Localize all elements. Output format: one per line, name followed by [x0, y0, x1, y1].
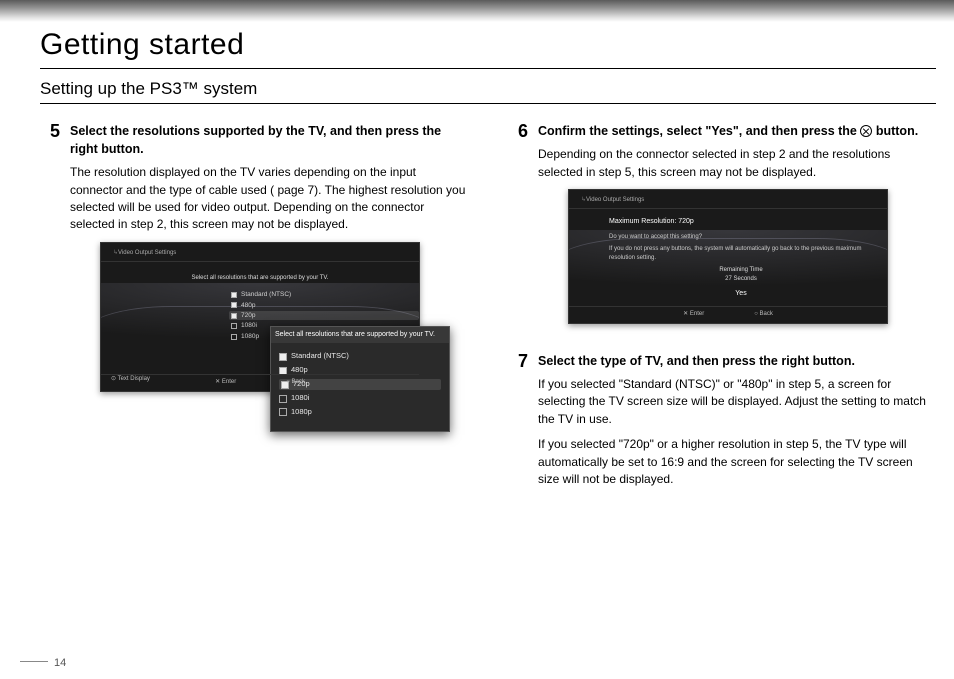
subsection-title: Setting up the PS3™ system — [40, 79, 936, 99]
footer-text-display: ⊙ Text Display — [111, 375, 150, 384]
resolution-option: 720p — [229, 311, 419, 320]
header-gradient — [0, 0, 954, 22]
step-body-1: If you selected "Standard (NTSC)" or "48… — [538, 376, 936, 428]
step-number: 6 — [508, 122, 528, 338]
warning-text: If you do not press any buttons, the sys… — [609, 245, 873, 262]
step-body-2: If you selected "720p" or a higher resol… — [538, 436, 936, 488]
footer-enter: ✕ Enter — [683, 310, 704, 319]
remaining-time: Remaining Time 27 Seconds — [609, 266, 873, 283]
step-heading: Confirm the settings, select "Yes", and … — [538, 122, 936, 140]
resolution-option: 1080p — [279, 407, 441, 418]
step-number: 7 — [508, 352, 528, 496]
footer-enter: ✕ Enter — [215, 378, 236, 387]
step-body: The resolution displayed on the TV varie… — [70, 164, 468, 234]
resolution-option: Standard (NTSC) — [279, 351, 441, 362]
question-text: Do you want to accept this setting? — [609, 233, 873, 241]
step-heading: Select the resolutions supported by the … — [70, 122, 468, 158]
section-title: Getting started — [40, 28, 936, 62]
resolution-option: 480p — [231, 301, 419, 310]
footer-back: ○ Back — [754, 310, 773, 319]
breadcrumb: Video Output Settings — [569, 190, 887, 209]
resolution-option: 1080i — [231, 321, 419, 330]
breadcrumb: Video Output Settings — [101, 243, 419, 262]
step-body: Depending on the connector selected in s… — [538, 146, 936, 181]
rule-thin-arrow — [40, 103, 936, 104]
x-button-icon — [860, 125, 872, 137]
rule-thick — [40, 68, 936, 69]
step-heading: Select the type of TV, and then press th… — [538, 352, 936, 370]
screenshot-step6: Video Output Settings Maximum Resolution… — [568, 189, 888, 324]
right-column: 6 Confirm the settings, select "Yes", an… — [508, 122, 936, 510]
footer-back: ○ Back — [286, 378, 305, 387]
resolution-option: 1080p — [231, 332, 419, 341]
step-number: 5 — [40, 122, 60, 432]
screenshot-step5-wrap: Video Output Settings Select all resolut… — [100, 242, 450, 432]
step-6: 6 Confirm the settings, select "Yes", an… — [508, 122, 936, 338]
resolution-option: Standard (NTSC) — [231, 290, 419, 299]
resolution-option: 1080i — [279, 393, 441, 404]
two-column-layout: 5 Select the resolutions supported by th… — [40, 122, 936, 510]
page-number: 14 — [20, 657, 66, 669]
yes-option: Yes — [609, 289, 873, 299]
max-resolution: Maximum Resolution: 720p — [609, 217, 873, 227]
left-column: 5 Select the resolutions supported by th… — [40, 122, 468, 510]
prompt-text: Select all resolutions that are supporte… — [101, 274, 419, 283]
step-5: 5 Select the resolutions supported by th… — [40, 122, 468, 432]
step-7: 7 Select the type of TV, and then press … — [508, 352, 936, 496]
